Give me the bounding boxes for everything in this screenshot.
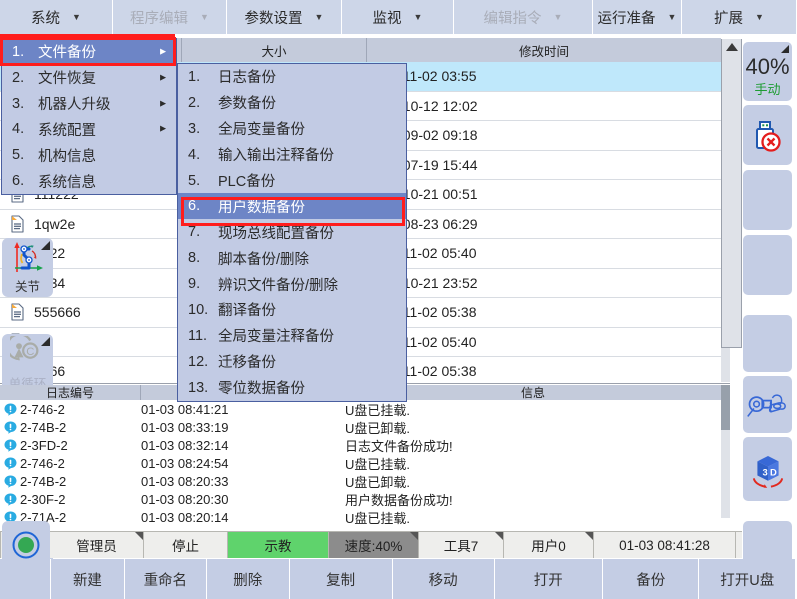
svg-text:D: D bbox=[770, 466, 777, 477]
svg-text:3: 3 bbox=[762, 466, 767, 477]
svg-text:C: C bbox=[26, 345, 34, 357]
